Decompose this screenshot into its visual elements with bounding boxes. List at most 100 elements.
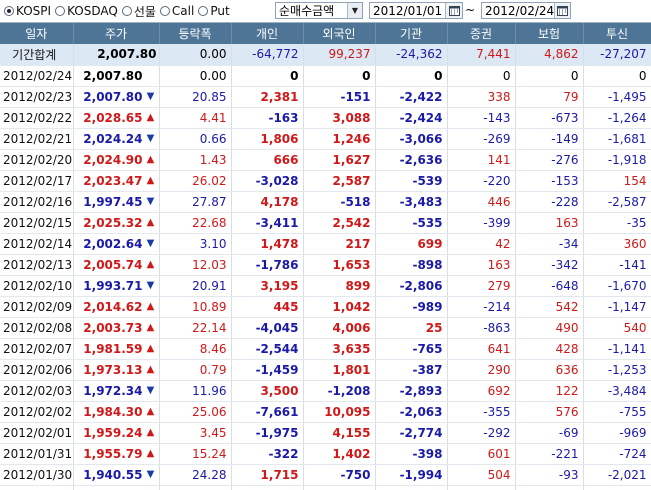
change-cell: 3.45 [159, 422, 231, 443]
trust-cell: -2,021 [583, 464, 651, 485]
metric-select[interactable]: 순매수금액 ▼ [275, 2, 363, 19]
institution-cell: -3,483 [375, 191, 447, 212]
date-cell: 2012/02/24 [0, 65, 73, 86]
radio-label: KOSDAQ [67, 4, 118, 18]
insurance-cell: 576 [515, 401, 583, 422]
radio-futures[interactable]: 선물 [122, 0, 156, 22]
date-cell: 2012/02/21 [0, 128, 73, 149]
column-header-securities[interactable]: 증권 [447, 23, 515, 44]
triangle-down-icon: ▼ [145, 91, 157, 102]
securities-cell: -863 [447, 317, 515, 338]
radio-indicator [122, 6, 132, 16]
price-cell: 1,984.30▲ [73, 401, 159, 422]
institution-cell: 699 [375, 233, 447, 254]
individual-cell: 4,178 [231, 191, 303, 212]
price-value: 2,028.65 [83, 111, 142, 125]
individual-cell: 2,381 [231, 86, 303, 107]
date-from-field[interactable]: 2012/01/01 [369, 2, 463, 19]
radio-indicator [198, 6, 208, 16]
price-cell: 1,959.24▲ [73, 422, 159, 443]
radio-kosdaq[interactable]: KOSDAQ [55, 0, 118, 22]
date-cell: 2012/02/03 [0, 380, 73, 401]
trust-cell: -1,141 [583, 338, 651, 359]
radio-kospi[interactable]: KOSPI [4, 0, 51, 22]
chevron-down-icon[interactable]: ▼ [347, 3, 362, 18]
column-header-institution[interactable]: 기관 [375, 23, 447, 44]
price-value: 2,003.73 [83, 321, 142, 335]
date-cell: 2012/02/23 [0, 86, 73, 107]
price-cell: 1,981.59▲ [73, 338, 159, 359]
institution-cell: -2,774 [375, 422, 447, 443]
total-change: 0.00 [159, 44, 231, 65]
institution-cell: -2,063 [375, 401, 447, 422]
date-cell: 2012/02/07 [0, 338, 73, 359]
triangle-up-icon: ▲ [145, 343, 157, 354]
insurance-cell: -673 [515, 107, 583, 128]
column-header-price[interactable]: 주가 [73, 23, 159, 44]
change-cell: 27.87 [159, 191, 231, 212]
insurance-cell: -648 [515, 275, 583, 296]
total-insurance: 4,862 [515, 44, 583, 65]
institution-cell: -1,903 [375, 485, 447, 490]
investor-trading-grid[interactable]: 일자 주가 등락폭 개인 외국인 기관 증권 보험 투신 기간합계 2,007.… [0, 22, 651, 490]
date-to-field[interactable]: 2012/02/24 [481, 2, 571, 19]
securities-cell: 163 [447, 254, 515, 275]
trust-cell: 540 [583, 317, 651, 338]
column-header-individual[interactable]: 개인 [231, 23, 303, 44]
radio-put[interactable]: Put [198, 0, 229, 22]
securities-cell: 692 [447, 380, 515, 401]
trust-cell: -1,264 [583, 107, 651, 128]
triangle-up-icon: ▲ [145, 154, 157, 165]
price-cell: 2,028.65▲ [73, 107, 159, 128]
column-header-date[interactable]: 일자 [0, 23, 73, 44]
calendar-icon[interactable] [554, 3, 570, 18]
period-total-row[interactable]: 기간합계 2,007.80 0.00 -64,772 99,237 -24,36… [0, 44, 651, 65]
price-cell: 2,024.90▲ [73, 149, 159, 170]
date-from-value: 2012/01/01 [370, 4, 445, 18]
foreign-cell: 1,653 [303, 254, 375, 275]
column-header-foreign[interactable]: 외국인 [303, 23, 375, 44]
column-header-trust[interactable]: 투신 [583, 23, 651, 44]
price-value: 1,981.59 [83, 342, 142, 356]
foreign-cell: 3,088 [303, 107, 375, 128]
investor-trading-table: 일자 주가 등락폭 개인 외국인 기관 증권 보험 투신 기간합계 2,007.… [0, 23, 651, 490]
total-securities: 7,441 [447, 44, 515, 65]
radio-call[interactable]: Call [160, 0, 194, 22]
individual-cell: 1,478 [231, 233, 303, 254]
securities-cell: 504 [447, 464, 515, 485]
total-trust: -27,207 [583, 44, 651, 65]
securities-cell: 0 [447, 65, 515, 86]
individual-cell: -3,028 [231, 170, 303, 191]
trust-cell: -724 [583, 443, 651, 464]
column-header-insurance[interactable]: 보험 [515, 23, 583, 44]
individual-cell: 1,806 [231, 128, 303, 149]
foreign-cell: 0 [303, 65, 375, 86]
triangle-up-icon: ▲ [145, 175, 157, 186]
insurance-cell: -228 [515, 191, 583, 212]
calendar-icon[interactable] [445, 3, 462, 18]
table-row[interactable]: 2012/01/271,964.83▲7.65-2,5094,910-1,903… [0, 485, 651, 490]
securities-cell: -220 [447, 170, 515, 191]
column-header-change[interactable]: 등락폭 [159, 23, 231, 44]
individual-cell: -163 [231, 107, 303, 128]
